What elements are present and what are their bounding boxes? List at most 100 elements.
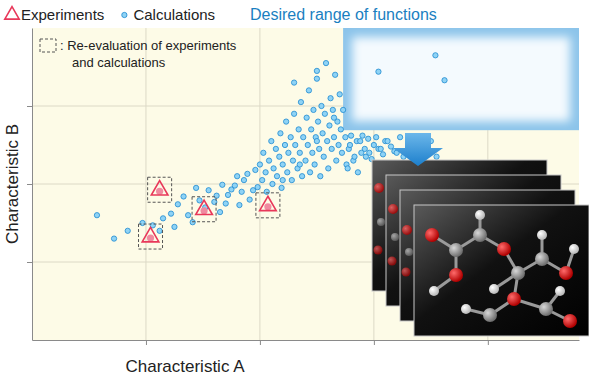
data-point [303,158,308,163]
marker-shape [247,197,252,202]
marker-shape [288,135,293,140]
marker-shape [286,150,291,155]
marker-shape [140,220,145,225]
x-tick-mark [374,340,375,345]
data-point [315,119,320,124]
data-point [283,119,288,124]
data-point [289,177,294,182]
y-axis-line [32,29,33,341]
data-point [255,184,260,189]
data-point [345,166,350,171]
re-evaluation-boxes [139,177,280,249]
series-circle [94,53,447,242]
re-evaluation-key: : Re-evaluation of experimentsand calcul… [40,38,237,70]
molecule-atom [475,210,485,220]
marker-shape [263,170,268,175]
marker-shape [366,136,371,141]
data-point [433,53,438,58]
data-point [304,115,309,120]
molecule-atom [489,284,499,294]
y-tick [27,106,32,107]
data-point [305,142,310,147]
x-tick [374,340,375,345]
data-point [245,171,250,176]
legend-marker [122,12,127,17]
data-point [270,181,275,186]
molecule-atom [473,228,487,242]
data-point [266,158,271,163]
legend-item: Experiments [5,6,105,23]
data-point [314,68,319,73]
molecule-atom [497,242,511,256]
data-point [260,177,265,182]
data-point [257,162,262,167]
marker-shape [376,69,381,74]
data-point [442,78,447,83]
data-point [288,135,293,140]
data-point [371,142,376,147]
marker-shape [261,150,266,155]
marker-shape [374,135,379,140]
desired-range-edge [343,28,579,130]
panel-atom [391,233,399,241]
marker-shape [290,158,295,163]
legend-marker [5,7,19,19]
data-point [360,133,365,138]
x-axis-line [33,340,580,341]
data-point [261,150,266,155]
data-point [367,150,372,155]
data-point [225,192,230,197]
molecule [425,210,579,328]
arrow [393,133,443,166]
data-point [290,158,295,163]
data-point [376,69,381,74]
data-point [380,152,385,157]
y-axis [27,29,33,341]
data-point [348,133,353,138]
re-evaluation-box [256,193,280,218]
molecule-atom [429,286,439,296]
data-point [197,198,202,203]
marker-shape [334,158,339,163]
marker-shape [160,216,165,221]
marker-shape [327,123,332,128]
panel-atom [377,218,385,226]
data-point [314,138,319,143]
marker-shape [172,224,177,229]
marker-shape [320,131,325,136]
re-evaluation-key-label: and calculations [72,55,166,70]
marker-shape [237,202,242,207]
marker-shape [332,72,337,77]
data-point [293,142,298,147]
marker-shape [442,78,447,83]
molecule-atom [559,266,573,280]
marker-shape [314,138,319,143]
panel-atom [388,204,398,214]
marker-shape [397,135,402,140]
data-point [329,146,334,151]
data-point [185,213,190,218]
data-point [193,185,198,190]
marker-shape [234,174,239,179]
molecule-panel [414,205,589,336]
data-point [325,138,330,143]
panel-atom [374,246,383,255]
data-point [125,228,130,233]
marker-outline [196,200,213,214]
data-point [271,166,276,171]
marker-core [156,188,163,195]
data-point [327,123,332,128]
marker-shape [314,68,319,73]
marker-shape [94,213,99,218]
marker-shape [217,209,222,214]
marker-shape [297,162,302,167]
re-evaluation-box [148,177,172,202]
marker-shape [385,138,390,143]
marker-shape [111,236,116,241]
x-tick-mark [260,340,261,345]
panel-atom [405,248,413,256]
marker-shape [371,142,376,147]
data-point [385,138,390,143]
data-point [94,213,99,218]
marker-shape [321,154,326,159]
